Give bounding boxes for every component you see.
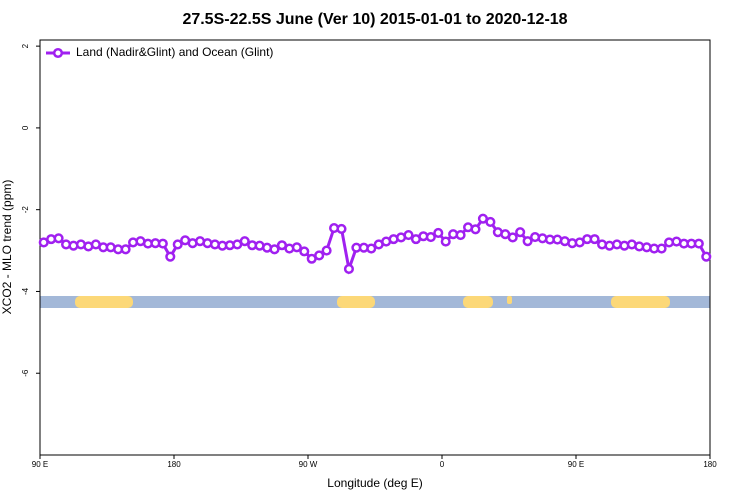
x-tick-label: 90 E: [568, 460, 584, 469]
point: [433, 227, 444, 239]
point: [157, 238, 168, 249]
point: [366, 243, 377, 254]
y-tick-label: 2: [21, 43, 30, 48]
point: [269, 244, 280, 255]
point: [693, 238, 704, 249]
point: [485, 216, 496, 227]
land-band: [337, 296, 375, 308]
point: [455, 229, 466, 241]
y-tick-label: -4: [21, 287, 30, 295]
y-tick-label: -2: [21, 206, 30, 214]
point: [291, 242, 302, 253]
land-ocean-mask: [40, 296, 710, 308]
point: [239, 236, 250, 247]
land-band: [611, 296, 670, 308]
point: [656, 243, 667, 254]
y-tick-label: -6: [21, 369, 30, 377]
x-tick-label: 90 W: [299, 460, 318, 469]
plot-frame: [39, 39, 711, 456]
point: [470, 224, 481, 235]
legend-label: Land (Nadir&Glint) and Ocean (Glint): [76, 45, 273, 59]
y-tick-label: 0: [21, 125, 30, 130]
point: [165, 251, 176, 262]
x-axis-label: Longitude (deg E): [327, 476, 422, 490]
point: [701, 251, 712, 262]
legend-marker: [52, 47, 64, 59]
x-tick-label: 0: [440, 460, 445, 469]
x-tick-label: 180: [167, 460, 181, 469]
point: [589, 234, 600, 245]
point: [336, 223, 347, 234]
land-band: [507, 296, 512, 304]
point: [314, 250, 325, 261]
point: [507, 232, 518, 243]
x-tick-label: 90 E: [32, 460, 48, 469]
point: [343, 263, 354, 275]
y-axis-label: XCO2 - MLO trend (ppm): [0, 180, 14, 315]
land-band: [463, 296, 493, 308]
point: [515, 227, 526, 238]
point: [522, 236, 533, 247]
point: [425, 232, 436, 243]
point: [321, 245, 332, 256]
point: [440, 236, 451, 247]
point: [403, 229, 414, 241]
point: [172, 239, 183, 250]
point: [120, 244, 131, 255]
land-band: [75, 296, 133, 308]
point: [299, 246, 310, 257]
x-tick-label: 180: [703, 460, 717, 469]
chart-title: 27.5S-22.5S June (Ver 10) 2015-01-01 to …: [182, 11, 567, 28]
point: [53, 233, 64, 244]
